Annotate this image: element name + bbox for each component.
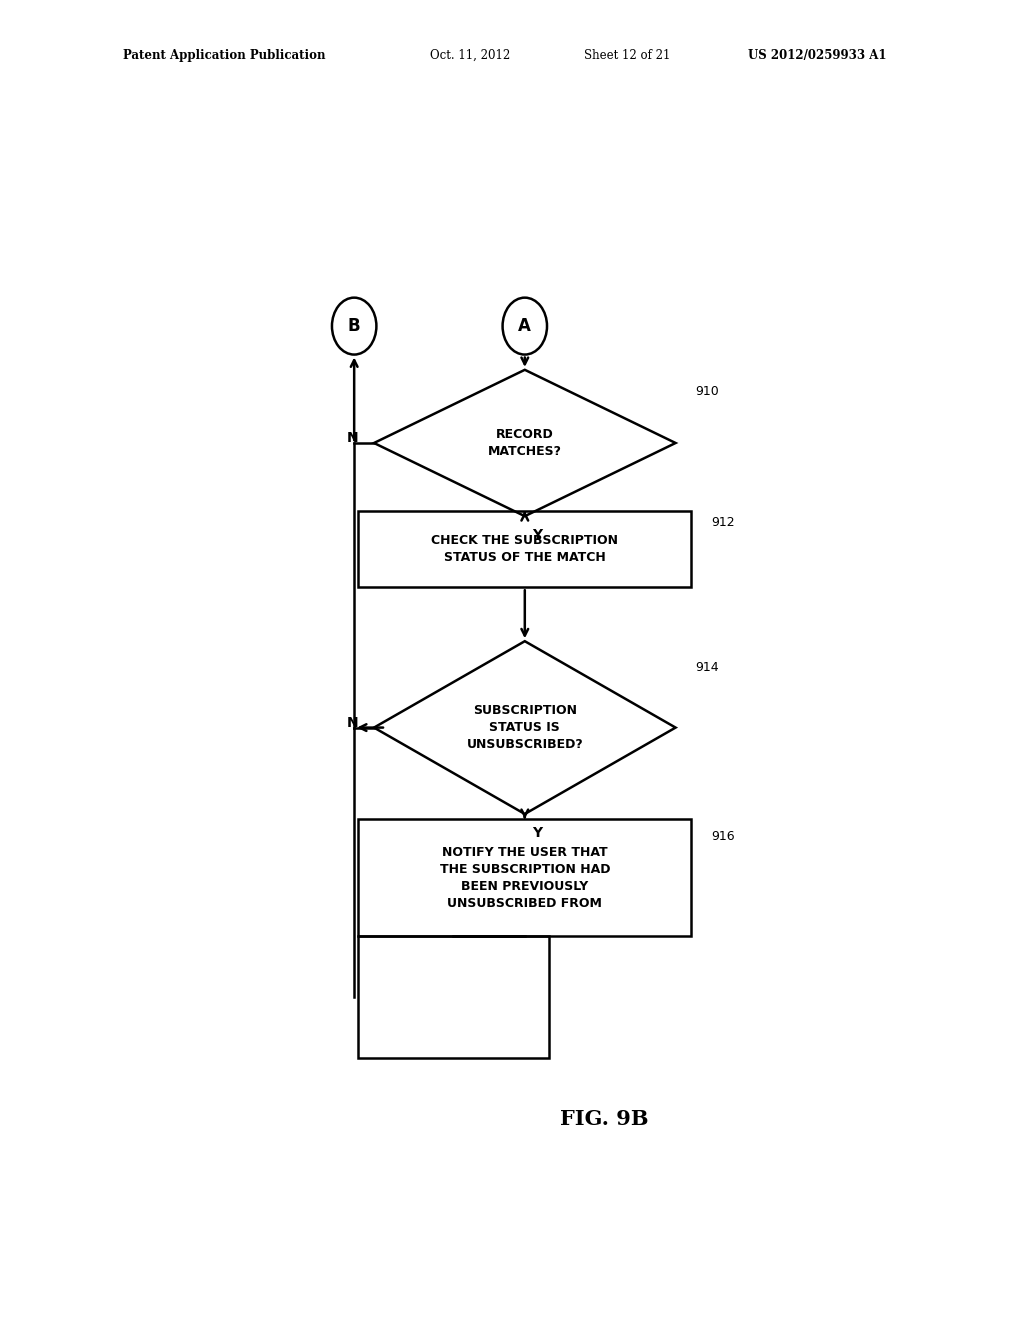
Text: B: B (348, 317, 360, 335)
Text: CHECK THE SUBSCRIPTION
STATUS OF THE MATCH: CHECK THE SUBSCRIPTION STATUS OF THE MAT… (431, 535, 618, 564)
Text: 916: 916 (712, 830, 735, 843)
Text: Y: Y (531, 826, 542, 840)
Text: Y: Y (531, 528, 542, 543)
Text: N: N (346, 715, 358, 730)
Text: N: N (346, 430, 358, 445)
Text: Oct. 11, 2012: Oct. 11, 2012 (430, 49, 510, 62)
Text: US 2012/0259933 A1: US 2012/0259933 A1 (748, 49, 886, 62)
Text: 910: 910 (695, 385, 719, 399)
Text: A: A (518, 317, 531, 335)
Text: 912: 912 (712, 516, 735, 529)
Bar (358, 511, 691, 587)
Text: RECORD
MATCHES?: RECORD MATCHES? (487, 428, 562, 458)
Bar (358, 936, 549, 1057)
Text: SUBSCRIPTION
STATUS IS
UNSUBSCRIBED?: SUBSCRIPTION STATUS IS UNSUBSCRIBED? (466, 704, 584, 751)
Text: Sheet 12 of 21: Sheet 12 of 21 (584, 49, 670, 62)
Text: FIG. 9B: FIG. 9B (560, 1109, 648, 1129)
Text: 914: 914 (695, 660, 719, 673)
Text: NOTIFY THE USER THAT
THE SUBSCRIPTION HAD
BEEN PREVIOUSLY
UNSUBSCRIBED FROM: NOTIFY THE USER THAT THE SUBSCRIPTION HA… (439, 846, 610, 909)
Text: Patent Application Publication: Patent Application Publication (123, 49, 326, 62)
Bar (358, 818, 691, 936)
